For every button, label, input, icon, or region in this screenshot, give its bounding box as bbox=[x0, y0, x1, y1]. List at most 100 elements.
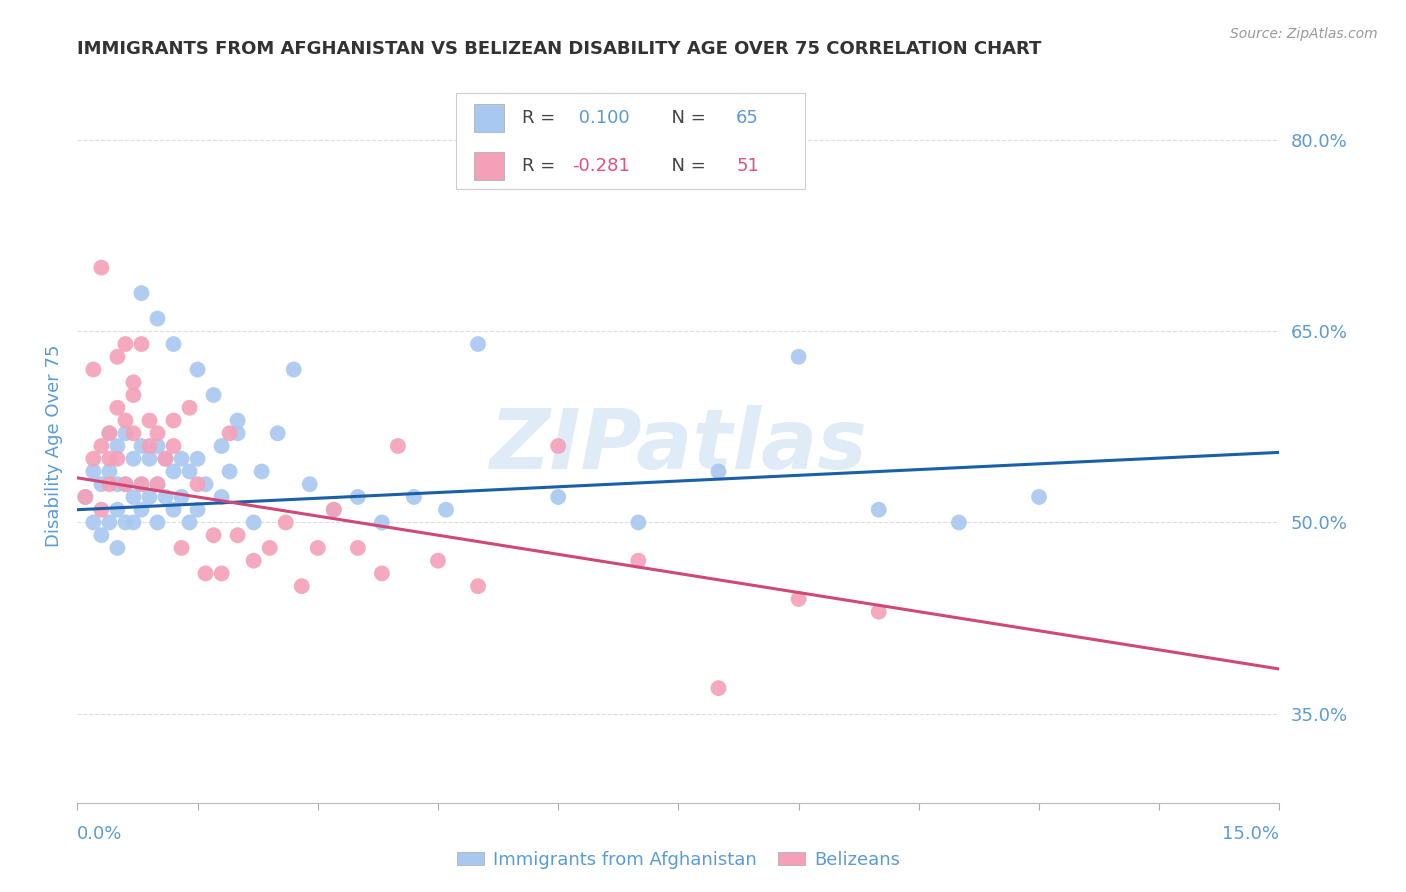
Point bbox=[242, 554, 264, 568]
Point bbox=[75, 490, 97, 504]
Point bbox=[267, 426, 290, 441]
Point bbox=[138, 490, 160, 504]
Point bbox=[107, 502, 129, 516]
Point bbox=[98, 451, 121, 466]
Text: -0.281: -0.281 bbox=[572, 157, 630, 175]
Text: 0.0%: 0.0% bbox=[77, 825, 122, 843]
Point bbox=[75, 490, 97, 504]
Point bbox=[90, 477, 112, 491]
Point bbox=[90, 528, 112, 542]
Point bbox=[114, 426, 136, 441]
Point bbox=[98, 477, 121, 491]
Point bbox=[131, 286, 153, 301]
FancyBboxPatch shape bbox=[474, 103, 505, 132]
Point bbox=[371, 566, 394, 581]
Point bbox=[371, 516, 394, 530]
Point bbox=[82, 516, 104, 530]
Point bbox=[170, 451, 193, 466]
Point bbox=[138, 451, 160, 466]
Point bbox=[90, 502, 112, 516]
Point bbox=[186, 477, 209, 491]
Point bbox=[434, 502, 457, 516]
Point bbox=[868, 605, 890, 619]
Point bbox=[186, 362, 209, 376]
Point bbox=[82, 451, 104, 466]
Point bbox=[82, 465, 104, 479]
Point bbox=[170, 490, 193, 504]
Point bbox=[211, 490, 233, 504]
Point bbox=[107, 439, 129, 453]
Point bbox=[162, 502, 184, 516]
Point bbox=[202, 528, 225, 542]
Point bbox=[194, 566, 217, 581]
Text: R =: R = bbox=[522, 109, 561, 127]
Point bbox=[547, 490, 569, 504]
Point bbox=[131, 439, 153, 453]
Point bbox=[347, 541, 370, 555]
Point bbox=[122, 376, 145, 390]
Point bbox=[226, 426, 249, 441]
Point bbox=[202, 388, 225, 402]
Text: N =: N = bbox=[661, 109, 711, 127]
Point bbox=[250, 465, 273, 479]
Legend: Immigrants from Afghanistan, Belizeans: Immigrants from Afghanistan, Belizeans bbox=[450, 844, 907, 876]
Point bbox=[131, 477, 153, 491]
Point bbox=[162, 337, 184, 351]
Point bbox=[107, 350, 129, 364]
Point bbox=[107, 477, 129, 491]
Point bbox=[107, 541, 129, 555]
Point bbox=[226, 413, 249, 427]
Point bbox=[627, 516, 650, 530]
Point bbox=[146, 477, 169, 491]
Point bbox=[211, 566, 233, 581]
Point bbox=[122, 490, 145, 504]
Point bbox=[402, 490, 425, 504]
Point bbox=[98, 426, 121, 441]
Point bbox=[155, 451, 177, 466]
Point bbox=[98, 516, 121, 530]
FancyBboxPatch shape bbox=[456, 93, 804, 189]
Point bbox=[274, 516, 297, 530]
Point bbox=[948, 516, 970, 530]
Point bbox=[547, 439, 569, 453]
Point bbox=[707, 681, 730, 695]
Point bbox=[107, 401, 129, 415]
Point bbox=[467, 579, 489, 593]
Point bbox=[186, 502, 209, 516]
Point bbox=[283, 362, 305, 376]
Point bbox=[98, 465, 121, 479]
Point bbox=[242, 516, 264, 530]
Point bbox=[114, 477, 136, 491]
Point bbox=[627, 554, 650, 568]
Point bbox=[179, 401, 201, 415]
Point bbox=[146, 477, 169, 491]
Point bbox=[322, 502, 344, 516]
Point bbox=[138, 439, 160, 453]
Point bbox=[162, 413, 184, 427]
Point bbox=[122, 426, 145, 441]
Point bbox=[179, 516, 201, 530]
Point bbox=[82, 362, 104, 376]
Text: Source: ZipAtlas.com: Source: ZipAtlas.com bbox=[1230, 27, 1378, 41]
Point bbox=[170, 541, 193, 555]
Point bbox=[131, 477, 153, 491]
Point bbox=[146, 516, 169, 530]
Point bbox=[162, 465, 184, 479]
Text: IMMIGRANTS FROM AFGHANISTAN VS BELIZEAN DISABILITY AGE OVER 75 CORRELATION CHART: IMMIGRANTS FROM AFGHANISTAN VS BELIZEAN … bbox=[77, 40, 1042, 58]
Point bbox=[291, 579, 314, 593]
Point bbox=[194, 477, 217, 491]
Point bbox=[114, 516, 136, 530]
FancyBboxPatch shape bbox=[474, 152, 505, 180]
Point bbox=[138, 413, 160, 427]
Point bbox=[122, 516, 145, 530]
Text: R =: R = bbox=[522, 157, 561, 175]
Point bbox=[90, 260, 112, 275]
Point bbox=[179, 465, 201, 479]
Point bbox=[186, 451, 209, 466]
Point bbox=[155, 451, 177, 466]
Point bbox=[131, 337, 153, 351]
Point bbox=[211, 439, 233, 453]
Point bbox=[322, 502, 344, 516]
Point bbox=[98, 426, 121, 441]
Point bbox=[114, 413, 136, 427]
